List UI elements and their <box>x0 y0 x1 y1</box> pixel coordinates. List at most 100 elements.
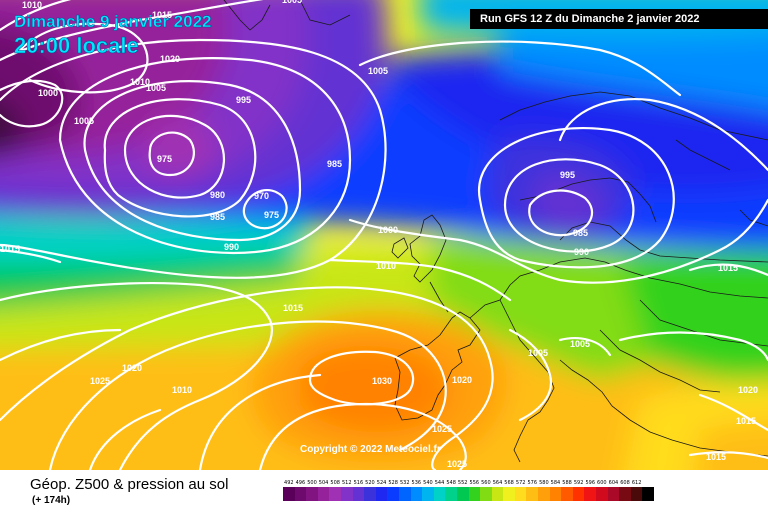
legend-swatch <box>306 487 318 501</box>
isobar-label: 975 <box>157 154 172 164</box>
isobar-labels: 1010 1015 1000 1020 1010 1005 1005 1005 … <box>0 0 758 469</box>
legend-entry: 500 <box>306 479 318 501</box>
legend-label: 516 <box>353 480 364 486</box>
legend-label: 580 <box>539 480 549 486</box>
legend-swatch <box>364 487 376 501</box>
isobar-label: 1005 <box>146 83 166 93</box>
legend-entry: 556 <box>468 479 481 501</box>
legend-label: 588 <box>562 480 572 486</box>
legend-label: 492 <box>284 480 294 486</box>
legend-entry: 604 <box>607 479 620 501</box>
footer-bar: Géop. Z500 & pression au sol (+ 174h) 49… <box>0 470 768 512</box>
legend-swatch <box>538 487 550 501</box>
legend-swatch <box>526 487 539 501</box>
legend-label: 508 <box>330 480 340 486</box>
legend-entry: 600 <box>596 479 608 501</box>
legend-entry: 580 <box>538 479 550 501</box>
legend-entry: 536 <box>410 479 423 501</box>
legend-entry: 608 <box>619 479 631 501</box>
legend-label: 536 <box>411 480 422 486</box>
legend-entry: 592 <box>572 479 585 501</box>
legend-entry: 560 <box>480 479 492 501</box>
isobars <box>0 0 768 470</box>
legend-swatch <box>456 487 469 501</box>
legend-entry: 572 <box>514 479 527 501</box>
isobar-label: 985 <box>327 159 342 169</box>
isobar-label: 1020 <box>452 375 472 385</box>
legend-entry: 516 <box>352 479 365 501</box>
isobar-label: 1005 <box>528 348 548 358</box>
legend-entry: 548 <box>445 479 457 501</box>
forecast-lead-time: (+ 174h) <box>32 495 71 506</box>
isobar-label: 1015 <box>706 452 726 462</box>
legend-swatch <box>596 487 608 501</box>
legend-entry: 596 <box>584 479 597 501</box>
isobar-label: 1005 <box>368 66 388 76</box>
legend-label: 576 <box>527 480 538 486</box>
legend-entry: 576 <box>526 479 539 501</box>
legend-entry <box>642 479 654 501</box>
legend-entry: 512 <box>340 479 353 501</box>
isobar-label: 1010 <box>376 261 396 271</box>
geopotential-map: 1010 1015 1000 1020 1010 1005 1005 1005 … <box>0 0 768 470</box>
legend-label: 548 <box>446 480 456 486</box>
legend-label: 504 <box>318 480 329 486</box>
legend-swatch <box>630 487 643 501</box>
legend-label: 540 <box>423 480 433 486</box>
legend-label: 560 <box>481 480 491 486</box>
isobar-label: 985 <box>573 228 588 238</box>
isobar-label: 1015 <box>718 263 738 273</box>
legend-swatch <box>340 487 353 501</box>
legend-swatch <box>283 487 295 501</box>
legend-swatch <box>561 487 573 501</box>
isobar-label: 1000 <box>38 88 58 98</box>
legend-entry: 612 <box>630 479 643 501</box>
legend-swatch <box>480 487 492 501</box>
legend-label: 608 <box>620 480 630 486</box>
legend-label: 596 <box>585 480 595 486</box>
forecast-time: 20:00 locale <box>14 33 139 59</box>
legend-label: 544 <box>434 480 445 486</box>
isobar-label: 990 <box>224 242 239 252</box>
isobar-label: 1010 <box>22 0 42 10</box>
isobar-label: 1025 <box>432 424 452 434</box>
legend-swatch <box>294 487 307 501</box>
legend-entry: 540 <box>422 479 434 501</box>
isobar-label: 990 <box>574 247 589 257</box>
legend-swatch <box>410 487 423 501</box>
legend-swatch <box>468 487 481 501</box>
legend-label: 524 <box>376 480 387 486</box>
isobar-label: 1005 <box>570 339 590 349</box>
color-scale-legend: 492 496 500 504 508 512 516 520 524 528 532 536 540 5… <box>283 479 654 501</box>
legend-entry: 524 <box>375 479 388 501</box>
legend-swatch <box>433 487 446 501</box>
legend-swatch <box>422 487 434 501</box>
legend-label: 604 <box>608 480 619 486</box>
legend-entry: 520 <box>364 479 376 501</box>
legend-entry: 564 <box>491 479 504 501</box>
legend-swatch <box>642 487 654 501</box>
legend-swatch <box>445 487 457 501</box>
legend-entry: 588 <box>561 479 573 501</box>
isobar-label: 1015 <box>283 303 303 313</box>
legend-entry: 492 <box>283 479 295 501</box>
legend-entry: 496 <box>294 479 307 501</box>
isobar-label: 995 <box>560 170 575 180</box>
legend-swatch <box>375 487 388 501</box>
model-run-banner: Run GFS 12 Z du Dimanche 2 janvier 2022 <box>470 9 768 29</box>
legend-label: 528 <box>388 480 398 486</box>
legend-entry: 544 <box>433 479 446 501</box>
legend-swatch <box>317 487 330 501</box>
legend-entry: 552 <box>456 479 469 501</box>
copyright-notice: Copyright © 2022 Meteociel.fr <box>300 444 441 455</box>
legend-label: 556 <box>469 480 480 486</box>
legend-swatch <box>549 487 562 501</box>
map-product-title: Géop. Z500 & pression au sol <box>30 476 229 493</box>
legend-swatch <box>503 487 515 501</box>
legend-entry: 584 <box>549 479 562 501</box>
geopotential-field: 1010 1015 1000 1020 1010 1005 1005 1005 … <box>0 0 768 470</box>
legend-swatch <box>607 487 620 501</box>
isobar-label: 1020 <box>122 363 142 373</box>
legend-swatch <box>619 487 631 501</box>
